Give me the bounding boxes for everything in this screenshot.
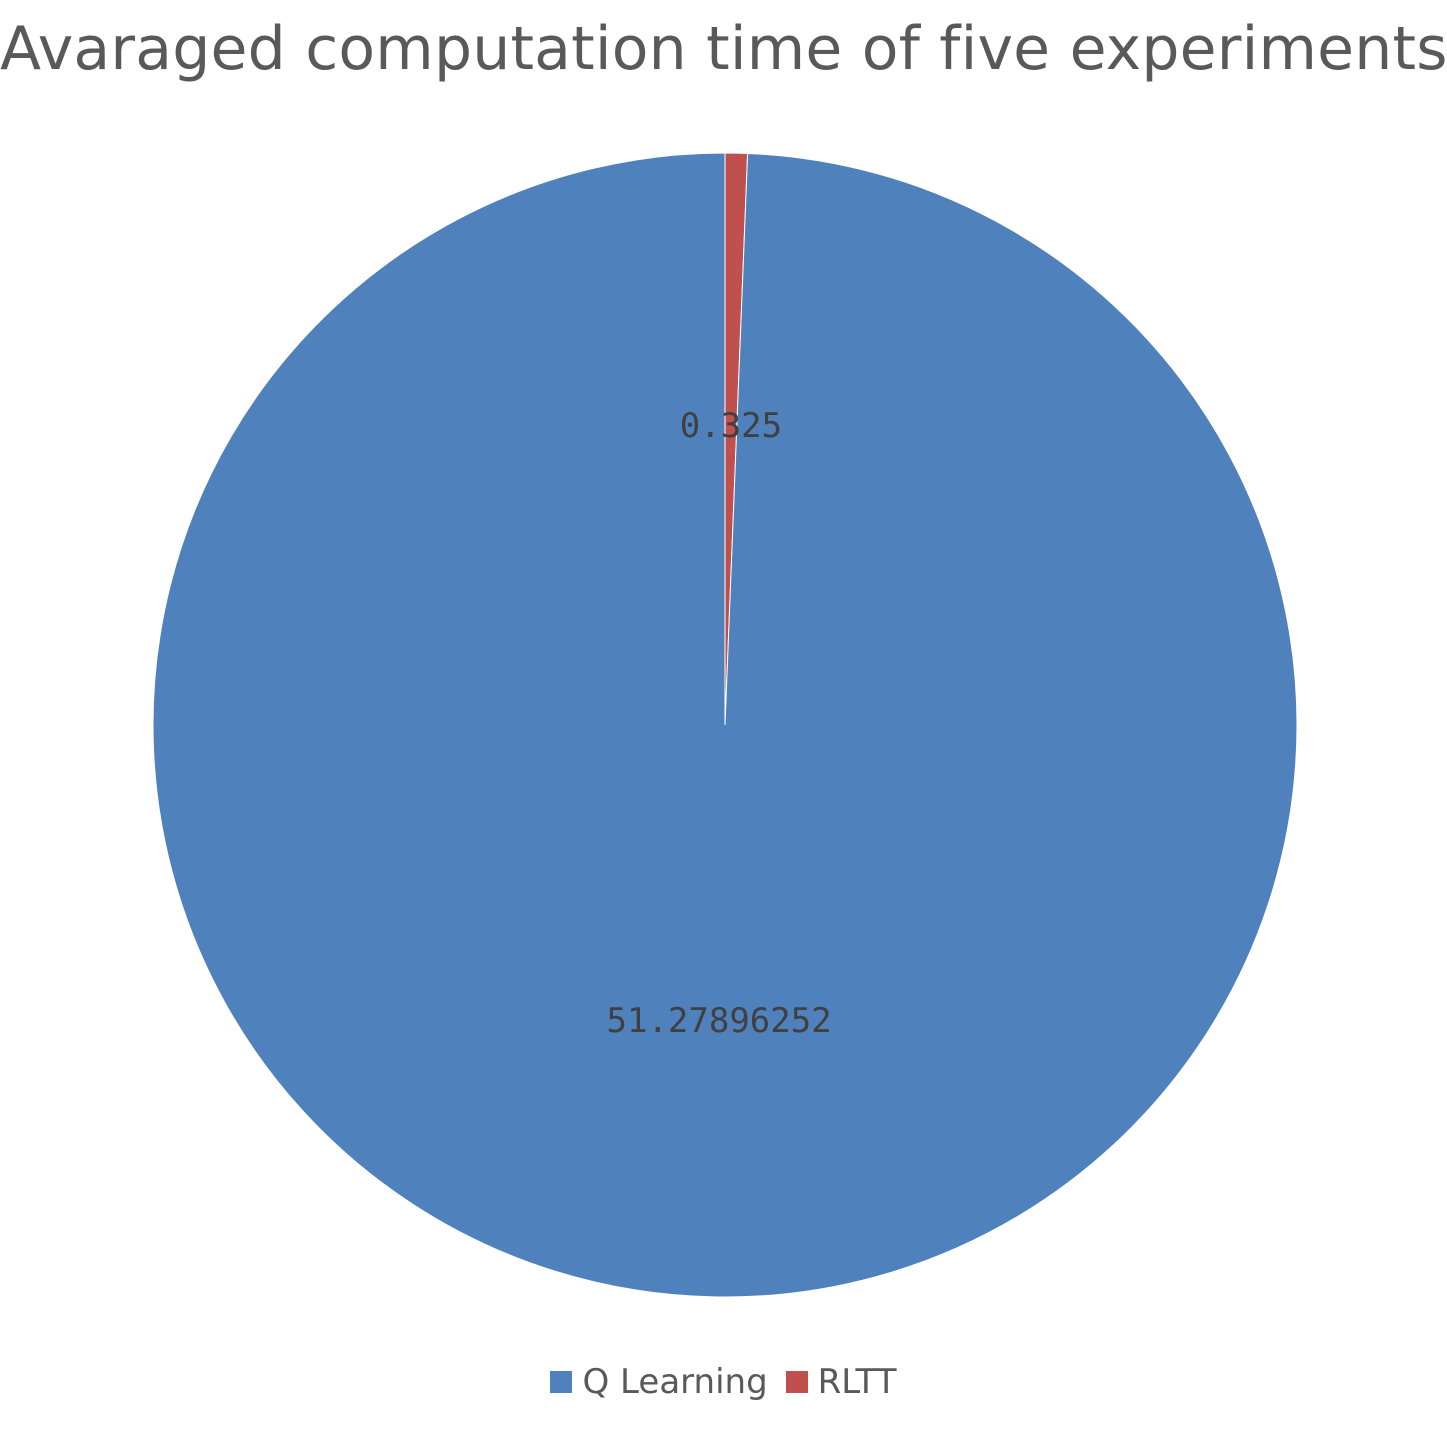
pie-slice-q-learning — [152, 152, 1298, 1298]
legend-swatch-rltt — [785, 1371, 808, 1393]
pie-data-labels: 0.325 51.27896252 — [607, 406, 832, 1041]
legend-swatch-q-learning — [550, 1371, 573, 1393]
pie-slices — [152, 152, 1298, 1298]
legend-item-q-learning: Q Learning — [550, 1362, 768, 1402]
chart-legend: Q Learning RLTT — [0, 1362, 1447, 1402]
data-label-rltt: 0.325 — [680, 406, 782, 446]
legend-label-rltt: RLTT — [817, 1362, 897, 1402]
chart-title: Avaraged computation time of five experi… — [0, 14, 1447, 84]
legend-label-q-learning: Q Learning — [582, 1362, 768, 1402]
data-label-q-learning: 51.27896252 — [607, 1001, 832, 1041]
legend-item-rltt: RLTT — [785, 1362, 897, 1402]
